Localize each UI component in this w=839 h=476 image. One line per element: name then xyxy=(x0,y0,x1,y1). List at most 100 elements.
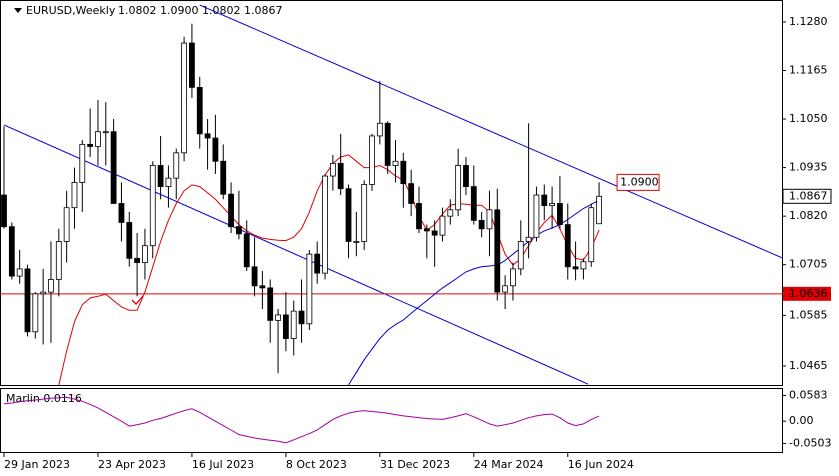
candle-body xyxy=(48,279,54,293)
candle-body xyxy=(16,268,23,277)
candle-body xyxy=(55,241,62,280)
candle-body xyxy=(259,285,266,289)
price-tag xyxy=(782,188,832,204)
y-tick-label: 0.0583 xyxy=(789,388,828,401)
x-tick-label: 8 Oct 2023 xyxy=(286,458,347,471)
candle-body xyxy=(157,165,164,187)
candle-body xyxy=(408,183,415,204)
y-tick-label: 0.00 xyxy=(789,414,814,427)
candle-body xyxy=(549,203,555,206)
candle-body xyxy=(478,219,485,230)
candle-body xyxy=(416,203,422,230)
candle-body xyxy=(142,245,148,263)
candle-body xyxy=(118,203,125,223)
check-mark xyxy=(131,295,144,305)
annotation-label: 1.0900 xyxy=(620,175,659,188)
x-tick-label: 24 Mar 2024 xyxy=(474,458,544,471)
y-tick-label: 1.1165 xyxy=(789,63,828,76)
indicator-frame xyxy=(0,388,783,453)
candle-body xyxy=(102,131,109,134)
candle-body xyxy=(173,152,180,179)
candle-body xyxy=(149,165,156,247)
candle-body xyxy=(572,266,579,270)
menu-arrow xyxy=(14,8,22,13)
candle-body xyxy=(580,261,587,270)
candle-body xyxy=(345,188,352,242)
candle-body xyxy=(431,230,438,236)
candle-body xyxy=(87,143,94,147)
y-tick-label: 1.0465 xyxy=(789,359,828,372)
candle-body xyxy=(423,228,430,232)
candle-body xyxy=(588,207,595,263)
candle-body xyxy=(212,137,219,162)
candle-body xyxy=(392,160,399,166)
candle-body xyxy=(557,203,563,225)
candle-body xyxy=(494,209,501,293)
candle-body xyxy=(337,162,344,190)
trend-line xyxy=(3,124,589,385)
candle-body xyxy=(525,236,532,242)
level-tag xyxy=(783,286,831,301)
candle-body xyxy=(353,241,360,243)
candle-body xyxy=(243,233,250,268)
ohlc-label: 1.0802 1.0900 1.0802 1.0867 xyxy=(118,4,282,17)
y-tick-label: 1.0585 xyxy=(789,308,828,321)
candle-body xyxy=(517,241,524,270)
indicator-title: Marlin 0.0116 xyxy=(6,392,82,405)
candle-body xyxy=(486,209,493,230)
candle-body xyxy=(126,222,133,259)
y-tick-label: 1.0820 xyxy=(789,209,828,222)
x-tick-label: 23 Apr 2023 xyxy=(98,458,166,471)
trend-line xyxy=(199,4,783,259)
candle-body xyxy=(306,253,313,325)
candle-body xyxy=(361,184,368,242)
chart-title: EURUSD,Weekly xyxy=(26,4,116,17)
candle-body xyxy=(298,310,305,325)
candle-body xyxy=(510,268,516,287)
candle-body xyxy=(329,162,336,177)
candle-body xyxy=(95,131,101,147)
candle-body xyxy=(455,165,462,211)
candle-body xyxy=(63,207,70,242)
candle-body xyxy=(79,143,86,183)
candle-body xyxy=(564,224,571,268)
indicator-line xyxy=(3,396,600,444)
candle-body xyxy=(196,86,203,135)
candle-body xyxy=(220,160,227,195)
y-tick-label: 1.1050 xyxy=(789,112,828,125)
candle-body xyxy=(314,253,321,274)
price-label: 1.0867 xyxy=(789,189,828,202)
moving-average xyxy=(58,154,600,386)
candle-body xyxy=(134,257,141,263)
candle-body xyxy=(384,122,391,166)
y-tick-label: 1.0705 xyxy=(789,258,828,271)
candle-body xyxy=(251,266,258,287)
candle-body xyxy=(502,285,509,293)
candle-body xyxy=(596,195,602,225)
candle-body xyxy=(71,181,78,209)
candle-body xyxy=(181,42,187,154)
candle-body xyxy=(470,186,477,221)
x-tick-label: 31 Dec 2023 xyxy=(380,458,450,471)
annotation-box xyxy=(616,173,660,191)
candle-body xyxy=(290,310,297,339)
candle-body xyxy=(369,135,375,185)
y-tick-label: 1.1280 xyxy=(789,15,828,28)
candle-body xyxy=(275,314,281,321)
candle-body xyxy=(282,314,289,339)
x-tick-label: 29 Jan 2023 xyxy=(4,458,70,471)
candle-body xyxy=(533,194,540,238)
candle-body xyxy=(447,209,454,217)
candle-body xyxy=(439,215,446,236)
candle-body xyxy=(8,226,15,277)
candle-body xyxy=(322,175,328,274)
candle-body xyxy=(267,287,274,321)
candle-body xyxy=(165,177,172,187)
candle-body xyxy=(40,291,47,295)
y-tick-label: 1.0935 xyxy=(789,161,828,174)
candle-body xyxy=(32,293,39,333)
candle-body xyxy=(24,268,31,333)
candle-body xyxy=(189,42,195,88)
x-tick-label: 16 Jul 2023 xyxy=(192,458,254,471)
